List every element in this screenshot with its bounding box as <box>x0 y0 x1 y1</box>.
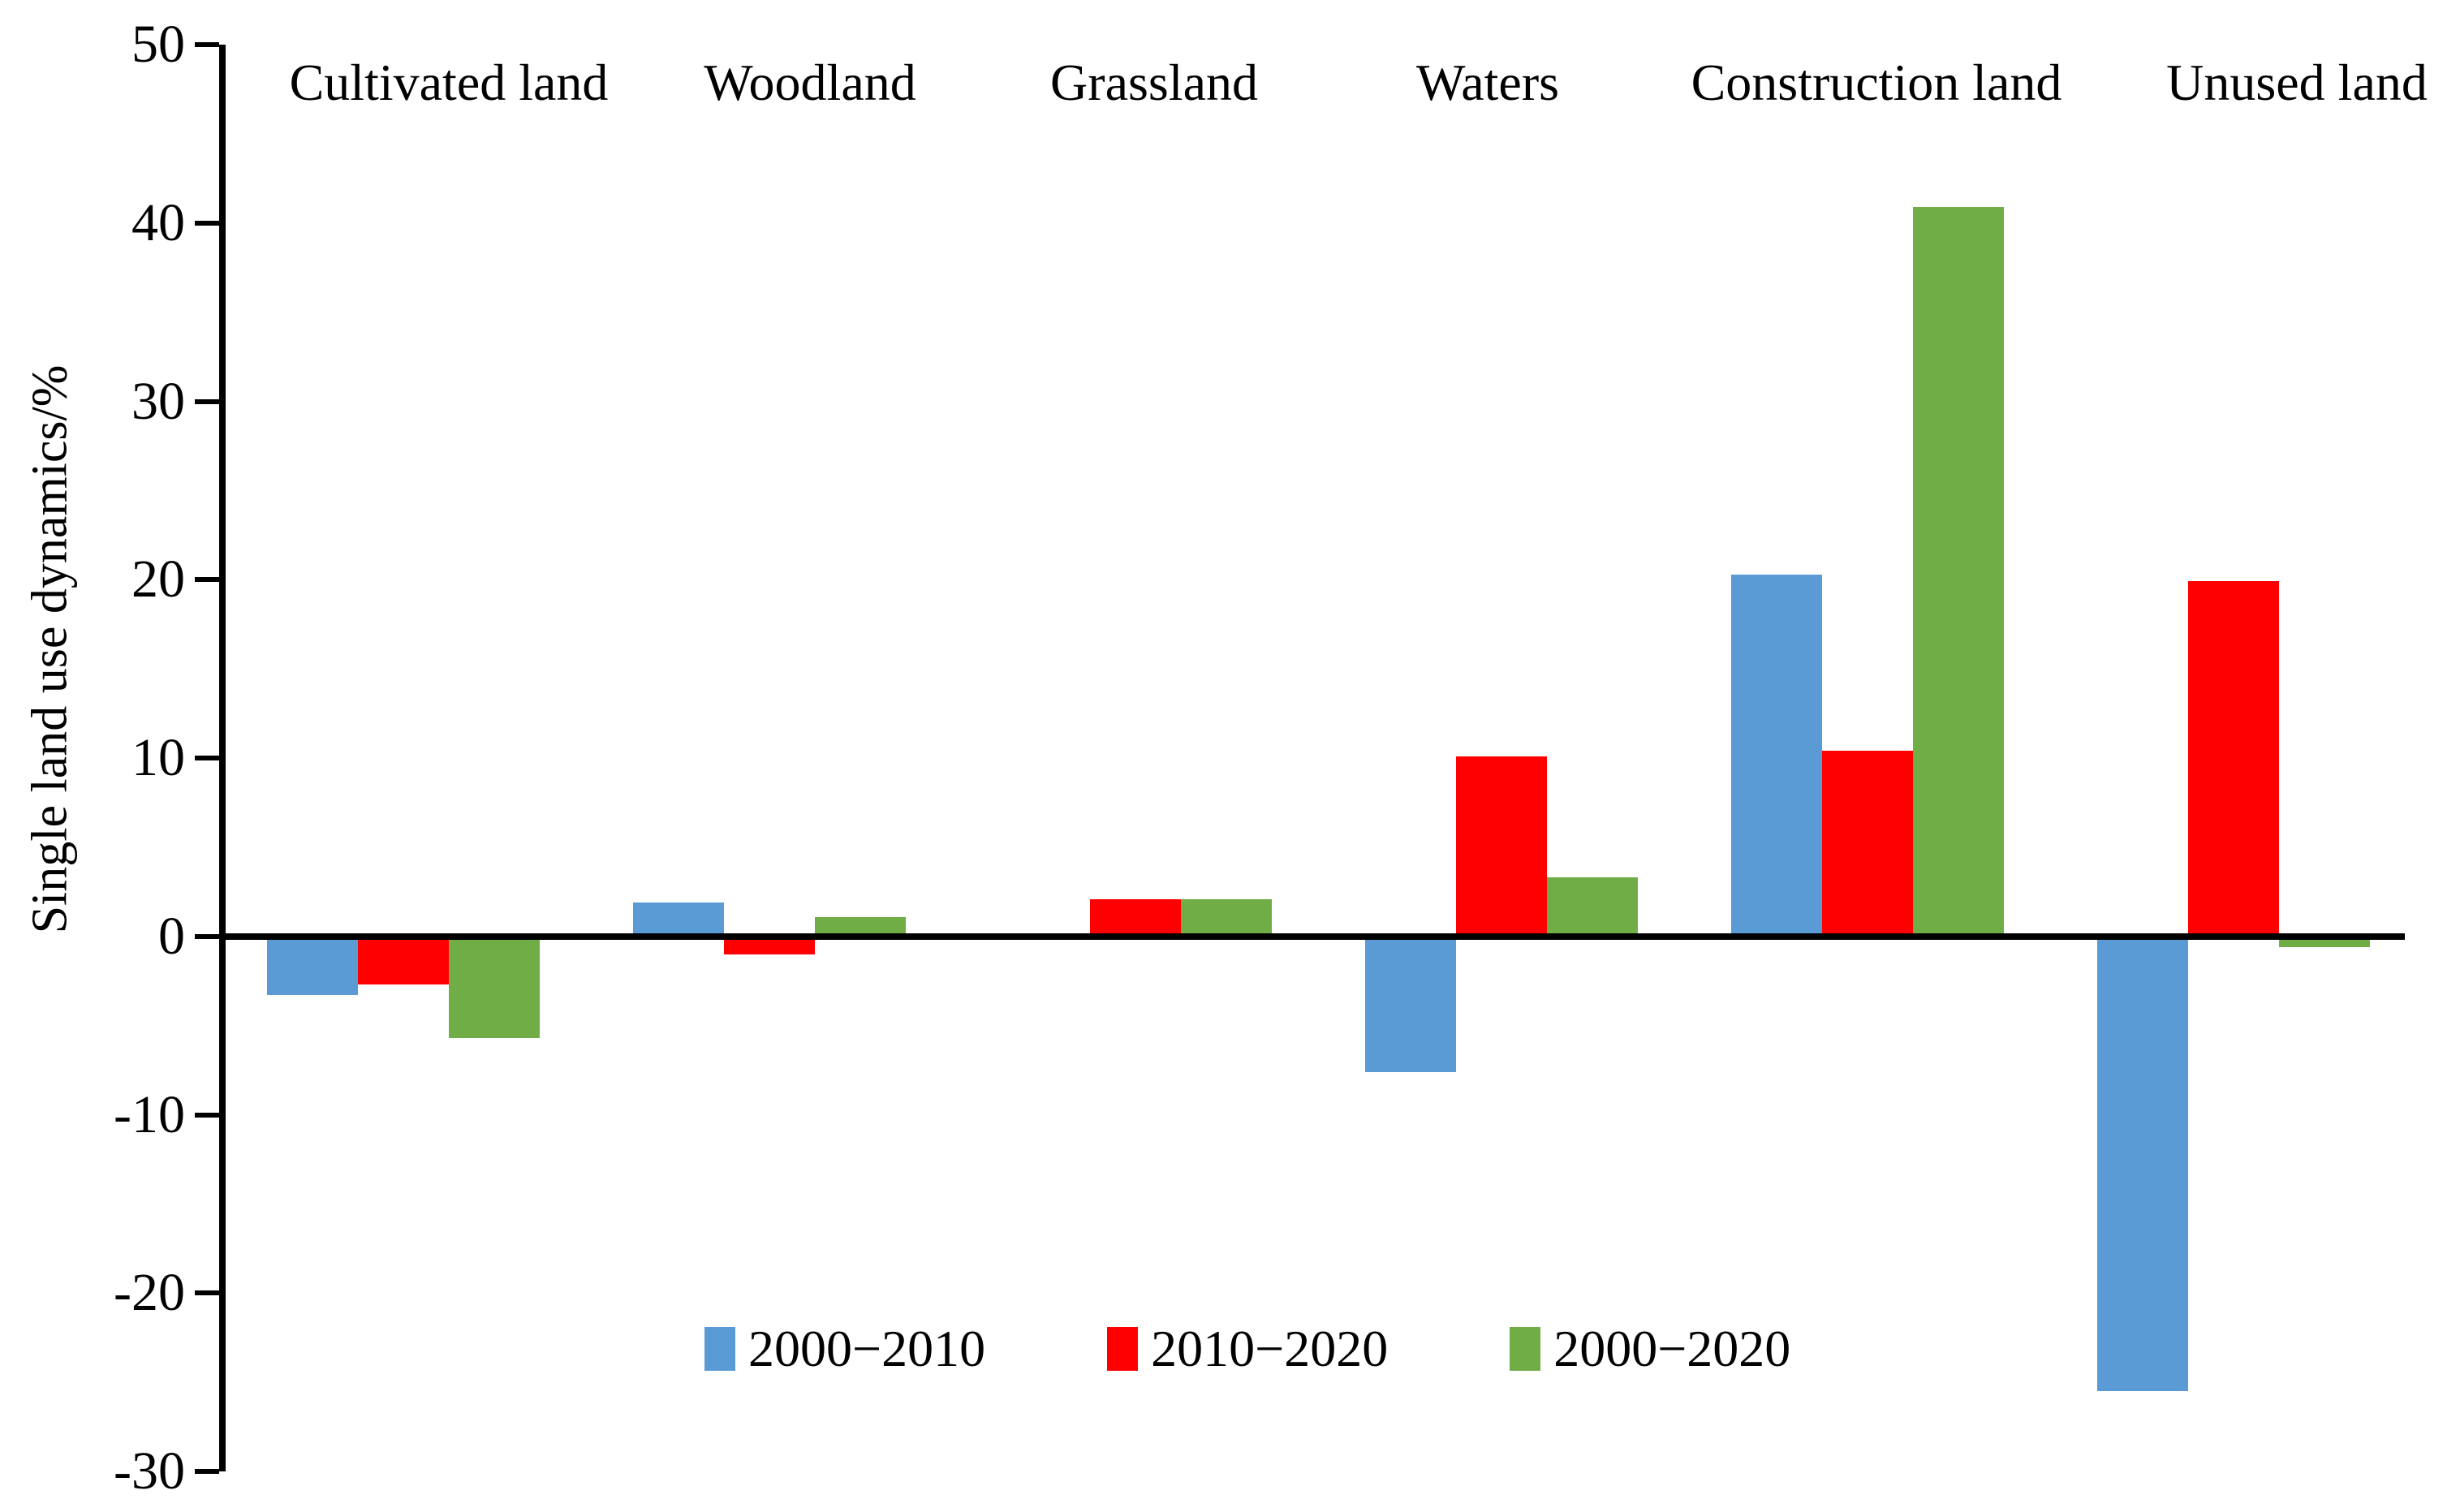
bar <box>2188 581 2279 937</box>
bar <box>724 936 815 954</box>
y-axis-line <box>219 45 226 1471</box>
category-label: Waters <box>1415 54 1560 111</box>
category-label: Construction land <box>1691 54 2062 111</box>
bar <box>449 936 540 1038</box>
y-axis-tick-label: 40 <box>131 192 185 252</box>
legend: 2000−2010 2010−2020 2000−2020 <box>704 1320 1912 1378</box>
x-axis-line <box>219 933 2405 940</box>
bar <box>1822 751 1913 937</box>
category-label: Cultivated land <box>289 54 609 111</box>
legend-item: 2010−2020 <box>1107 1320 1388 1378</box>
bar <box>1365 936 1456 1072</box>
y-axis-tick-label: 20 <box>131 549 185 610</box>
y-axis-tick <box>195 933 219 939</box>
legend-label: 2000−2010 <box>748 1320 986 1377</box>
y-axis-tick <box>195 1112 219 1118</box>
y-axis-title: Single land use dynamics/% <box>22 364 78 934</box>
y-axis-tick-label: -20 <box>114 1263 185 1323</box>
bar <box>1090 898 1181 937</box>
y-axis-tick <box>195 220 219 226</box>
bar <box>815 916 906 937</box>
y-axis-tick <box>195 577 219 583</box>
y-axis-tick-label: -30 <box>114 1441 185 1501</box>
legend-item: 2000−2010 <box>704 1320 985 1378</box>
bar <box>1913 206 2004 937</box>
y-axis-tick <box>195 1290 219 1296</box>
legend-swatch-icon <box>1107 1327 1139 1371</box>
legend-label: 2000−2020 <box>1553 1320 1791 1377</box>
bar <box>2097 936 2188 1392</box>
y-axis-tick-label: -10 <box>114 1084 185 1144</box>
bar <box>1456 756 1547 937</box>
legend-item: 2000−2020 <box>1510 1320 1790 1378</box>
bar <box>358 936 449 985</box>
category-label: Woodland <box>704 54 916 111</box>
y-axis-tick-label: 0 <box>158 906 185 966</box>
y-axis-tick-label: 30 <box>131 371 185 431</box>
legend-label: 2010−2020 <box>1151 1320 1389 1377</box>
category-label: Grassland <box>1050 54 1258 111</box>
category-label: Unused land <box>2166 54 2428 111</box>
legend-swatch-icon <box>1510 1327 1541 1371</box>
bar <box>1547 877 1638 937</box>
y-axis-tick <box>195 1469 219 1474</box>
bar <box>267 936 358 996</box>
bar <box>1731 574 1822 937</box>
bar <box>1181 898 1272 937</box>
y-axis-tick-label: 10 <box>131 728 185 787</box>
y-axis-tick <box>195 756 219 760</box>
y-axis-tick <box>195 398 219 404</box>
y-axis-tick <box>195 42 219 47</box>
y-axis-tick-label: 50 <box>131 15 185 74</box>
legend-swatch-icon <box>704 1327 735 1371</box>
bar <box>633 902 724 937</box>
